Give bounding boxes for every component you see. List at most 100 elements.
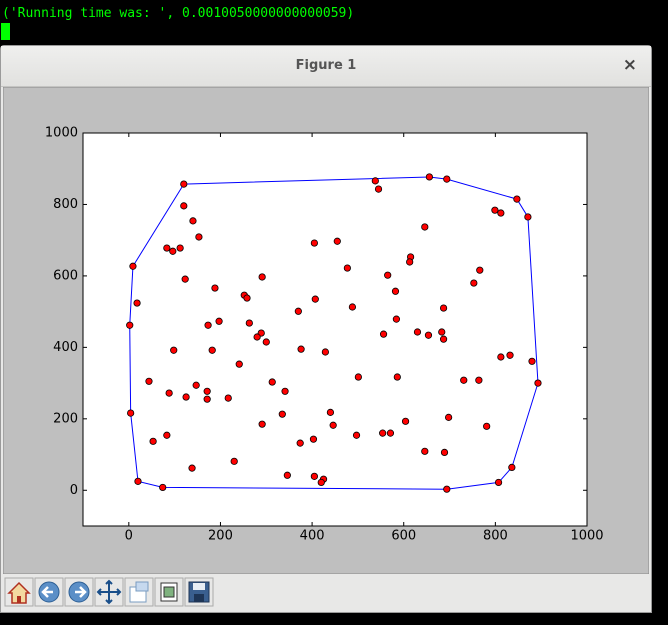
point <box>513 195 521 203</box>
point <box>224 394 232 402</box>
point <box>421 447 429 455</box>
back-button[interactable] <box>34 577 64 607</box>
y-tick-label: 800 <box>53 197 78 212</box>
point <box>211 284 219 292</box>
point <box>262 338 270 346</box>
y-tick-label: 1000 <box>45 126 78 141</box>
point <box>374 185 383 193</box>
point <box>483 422 491 430</box>
point <box>204 321 212 329</box>
point <box>188 464 196 472</box>
point <box>126 321 134 329</box>
cursor <box>1 23 10 40</box>
point <box>281 387 289 395</box>
point <box>235 360 243 368</box>
terminal: ('Running time was: ', 0.001005000000000… <box>0 0 668 45</box>
point <box>326 408 335 416</box>
point <box>470 279 478 287</box>
point <box>192 381 200 389</box>
point <box>243 294 251 302</box>
point <box>348 303 357 311</box>
point <box>203 395 211 403</box>
toolbar <box>4 577 214 607</box>
x-tick-label: 0 <box>125 529 133 544</box>
point <box>208 346 216 354</box>
point <box>163 431 171 439</box>
point <box>352 431 361 439</box>
point <box>439 335 448 343</box>
point <box>393 373 401 381</box>
point <box>163 244 171 252</box>
point <box>310 472 318 480</box>
point <box>149 437 157 445</box>
point <box>534 379 542 387</box>
point <box>475 376 483 384</box>
point <box>180 202 188 210</box>
point <box>497 209 505 217</box>
x-tick-label: 1000 <box>570 529 603 544</box>
point <box>425 173 433 181</box>
save-button[interactable] <box>184 577 214 607</box>
subplots-button[interactable] <box>154 577 184 607</box>
y-tick-label: 400 <box>53 340 78 355</box>
point <box>401 417 410 425</box>
point <box>392 315 400 323</box>
point <box>258 420 266 428</box>
point <box>176 244 184 252</box>
y-tick-label: 200 <box>53 411 78 426</box>
point <box>329 421 337 429</box>
chart: 0 200 400 600 800 1000 0 200 400 600 800 1000 <box>3 87 649 574</box>
plot-area <box>83 133 587 526</box>
point <box>497 353 505 361</box>
x-tick-label: 400 <box>300 529 325 544</box>
pan-button[interactable] <box>94 577 124 607</box>
point <box>421 223 429 231</box>
point <box>180 180 188 188</box>
point <box>494 478 503 487</box>
point <box>413 328 422 336</box>
point <box>169 247 177 255</box>
point <box>283 471 291 479</box>
point <box>460 376 468 384</box>
point <box>268 378 276 386</box>
point <box>506 351 514 359</box>
point <box>443 485 451 493</box>
point <box>439 304 448 312</box>
forward-button[interactable] <box>64 577 94 607</box>
title-bar: Figure 1 × <box>1 46 651 87</box>
point <box>438 328 446 336</box>
point <box>379 429 387 437</box>
point <box>230 457 238 465</box>
point <box>170 346 178 354</box>
point <box>294 307 302 315</box>
point <box>333 237 341 245</box>
point <box>321 348 329 356</box>
point <box>159 483 167 492</box>
point <box>354 373 362 381</box>
point <box>310 239 318 247</box>
close-button[interactable]: × <box>622 55 637 75</box>
point <box>127 409 135 417</box>
y-tick-label: 0 <box>70 483 78 498</box>
point <box>311 295 319 303</box>
point <box>476 266 484 274</box>
point <box>343 264 351 272</box>
point <box>165 389 173 397</box>
point <box>371 177 379 185</box>
point <box>406 258 414 266</box>
point <box>317 478 325 487</box>
point <box>203 387 211 395</box>
point <box>528 357 536 365</box>
point <box>379 330 388 338</box>
point <box>133 299 141 307</box>
point <box>491 206 499 214</box>
point <box>443 175 451 183</box>
zoom-button[interactable] <box>124 577 154 607</box>
y-tick-label: 600 <box>53 268 78 283</box>
point <box>189 217 197 225</box>
point <box>278 410 286 418</box>
home-button[interactable] <box>4 577 34 607</box>
point <box>215 317 223 325</box>
point <box>391 287 400 295</box>
